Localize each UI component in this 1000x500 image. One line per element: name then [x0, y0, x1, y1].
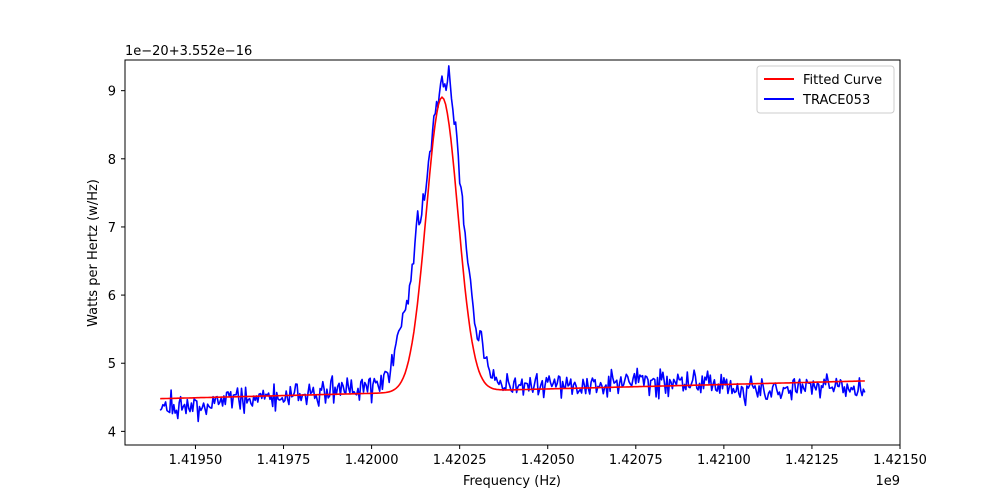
x-tick-label: 1.42125 — [785, 453, 839, 468]
y-offset-label: 1e−20+3.552e−16 — [125, 44, 252, 59]
x-tick-label: 1.42025 — [433, 453, 487, 468]
y-axis-ticks: 4 5 6 7 8 9 — [108, 85, 125, 440]
series-layer — [159, 65, 866, 423]
x-tick-label: 1.42075 — [609, 453, 663, 468]
x-tick-label: 1.42050 — [521, 453, 575, 468]
legend: Fitted Curve TRACE053 — [756, 65, 895, 114]
x-axis-ticks: 1.41950 1.41975 1.42000 1.42025 1.42050 1.420… — [169, 445, 927, 468]
legend-box — [756, 65, 895, 114]
y-tick-label: 5 — [108, 357, 116, 372]
x-tick-label: 1.41950 — [169, 453, 223, 468]
y-tick-label: 9 — [108, 85, 116, 100]
y-tick-label: 7 — [108, 221, 116, 236]
x-tick-label: 1.42000 — [345, 453, 399, 468]
y-axis-label: Watts per Hertz (w/Hz) — [86, 179, 101, 327]
x-tick-label: 1.42150 — [873, 453, 927, 468]
y-tick-label: 8 — [108, 153, 116, 168]
plot-frame — [124, 59, 901, 446]
y-tick-label: 4 — [108, 425, 116, 440]
series-trace053-line — [159, 65, 866, 423]
y-tick-label: 6 — [108, 289, 116, 304]
series-fitted-curve-line — [160, 96, 865, 400]
legend-label-fitted-curve: Fitted Curve — [803, 73, 882, 88]
x-tick-label: 1.42100 — [697, 453, 751, 468]
x-tick-label: 1.41975 — [257, 453, 311, 468]
legend-label-trace053: TRACE053 — [802, 93, 870, 108]
x-offset-label: 1e9 — [875, 474, 900, 489]
x-axis-label: Frequency (Hz) — [463, 474, 561, 489]
